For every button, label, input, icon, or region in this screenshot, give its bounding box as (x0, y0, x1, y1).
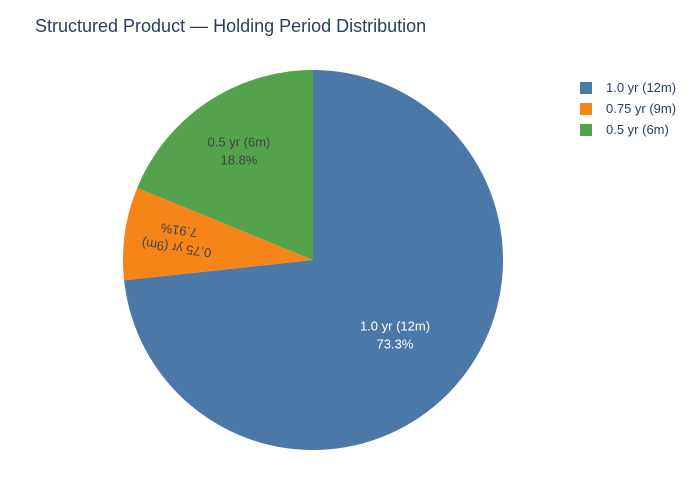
pie-slice-1yr[interactable] (124, 70, 504, 450)
slice-label-percent-0-75yr: 7.91% (159, 220, 198, 240)
legend: 1.0 yr (12m) 0.75 yr (9m) 0.5 yr (6m) (580, 77, 676, 140)
legend-label-1yr: 1.0 yr (12m) (606, 80, 677, 95)
legend-swatch-0-5yr (580, 123, 592, 136)
legend-swatch-0-75yr (580, 102, 592, 115)
legend-label-0-5yr: 0.5 yr (6m) (606, 122, 669, 137)
slice-label-category-0-5yr: 0.5 yr (6m) (208, 135, 271, 150)
slice-label-1yr: 1.0 yr (12m) 73.3% (360, 319, 430, 352)
slice-label-category-1yr: 1.0 yr (12m) (360, 319, 430, 334)
legend-item-0-5yr[interactable]: 0.5 yr (6m) (580, 119, 676, 140)
pie-slice-0-75yr[interactable] (123, 187, 314, 281)
legend-label-0-75yr: 0.75 yr (9m) (606, 101, 677, 116)
slice-label-0-5yr: 0.5 yr (6m) 18.8% (208, 135, 271, 168)
pie-slice-0-5yr[interactable] (137, 70, 313, 260)
chart-title: Structured Product — Holding Period Dist… (35, 16, 427, 36)
slice-label-percent-1yr: 73.3% (377, 337, 414, 352)
pie-slices (123, 70, 504, 450)
legend-item-0-75yr[interactable]: 0.75 yr (9m) (580, 98, 676, 119)
legend-item-1yr[interactable]: 1.0 yr (12m) (580, 77, 676, 98)
slice-label-percent-0-5yr: 18.8% (221, 153, 258, 168)
legend-swatch-1yr (580, 81, 592, 94)
